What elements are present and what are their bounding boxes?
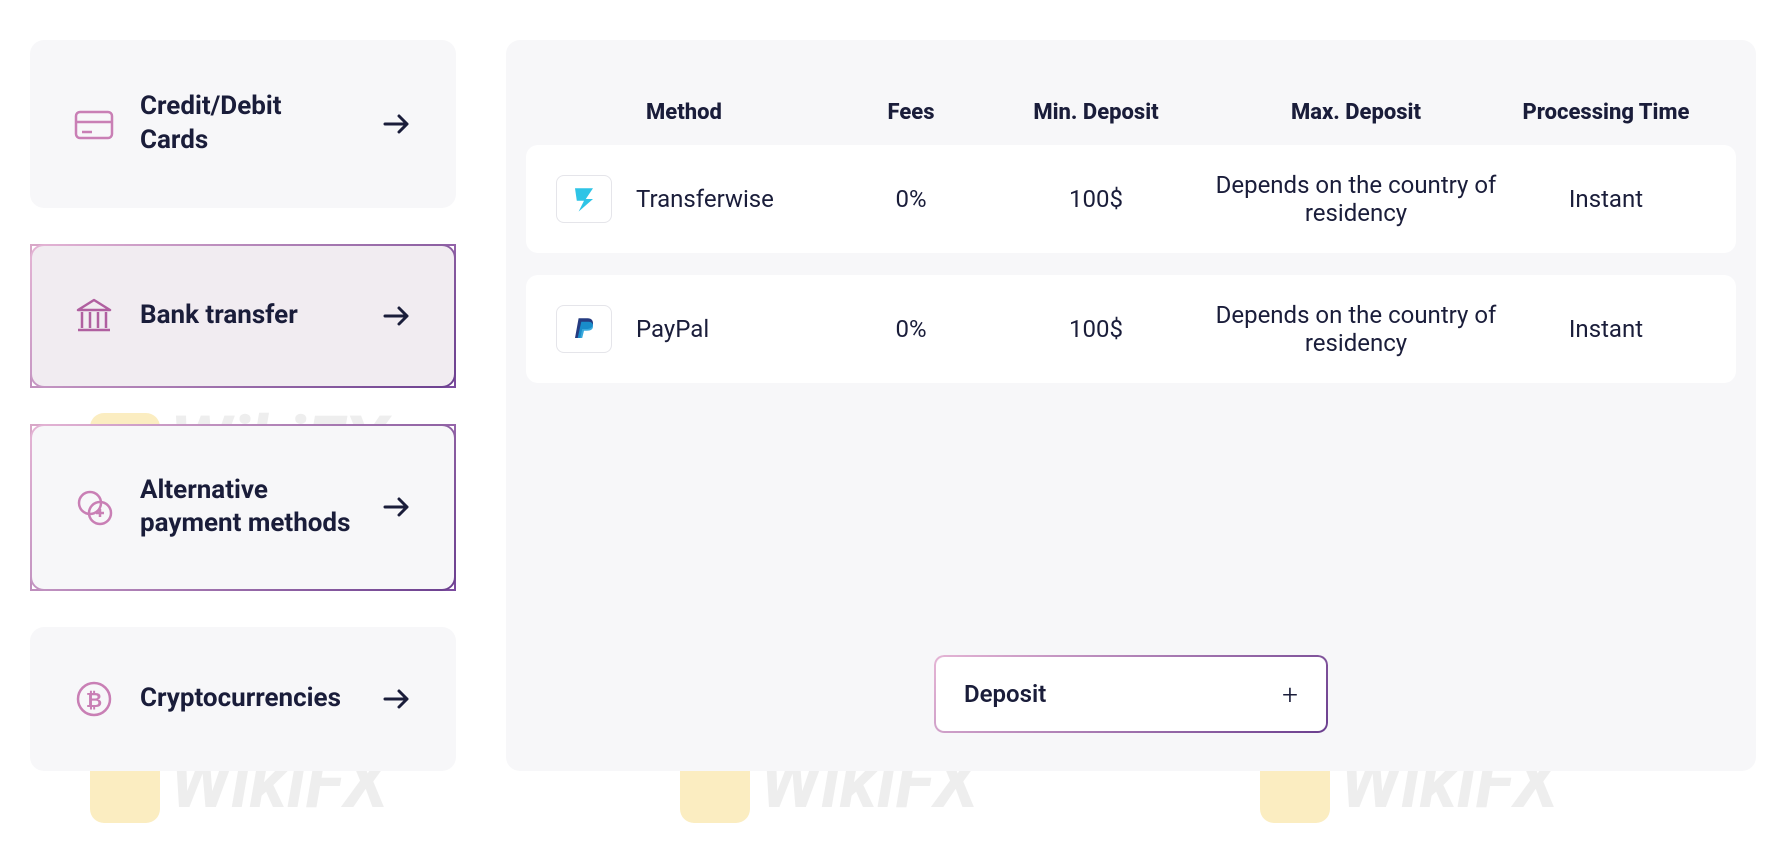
sidebar-item-label: Bank transfer [140,299,356,333]
coins-icon [72,485,116,529]
deposit-label: Deposit [964,680,1046,708]
cell-max-deposit: Depends on the country of residency [1206,301,1506,357]
method-name: Transferwise [636,185,774,213]
header-method: Method [556,100,836,125]
sidebar-item-credit-debit[interactable]: Credit/Debit Cards [30,40,456,208]
cell-max-deposit: Depends on the country of residency [1206,171,1506,227]
header-processing-time: Processing Time [1506,100,1706,125]
cell-fees: 0% [836,185,986,213]
paypal-icon [556,305,612,353]
deposit-button[interactable]: Deposit + [936,657,1326,731]
table-header: Method Fees Min. Deposit Max. Deposit Pr… [526,80,1736,145]
sidebar-item-bank-transfer[interactable]: Bank transfer [30,244,456,388]
sidebar-item-label: Cryptocurrencies [140,682,356,716]
payment-method-sidebar: Credit/Debit Cards Bank transfer Alterna… [30,40,456,771]
sidebar-item-crypto[interactable]: ₿ Cryptocurrencies [30,627,456,771]
arrow-right-icon [380,107,414,141]
method-name: PayPal [636,315,709,343]
cell-min-deposit: 100$ [986,185,1206,213]
header-min-deposit: Min. Deposit [986,100,1206,125]
cell-processing-time: Instant [1506,315,1706,343]
credit-card-icon [72,102,116,146]
cell-fees: 0% [836,315,986,343]
bank-icon [72,294,116,338]
plus-icon: + [1282,678,1298,711]
cell-min-deposit: 100$ [986,315,1206,343]
arrow-right-icon [380,299,414,333]
sidebar-item-alternative[interactable]: Alternative payment methods [30,424,456,592]
arrow-right-icon [380,682,414,716]
transferwise-icon [556,175,612,223]
table-row: PayPal 0% 100$ Depends on the country of… [526,275,1736,383]
payment-details-panel: Method Fees Min. Deposit Max. Deposit Pr… [506,40,1756,771]
svg-text:₿: ₿ [86,688,102,712]
arrow-right-icon [380,490,414,524]
header-fees: Fees [836,100,986,125]
sidebar-item-label: Credit/Debit Cards [140,90,356,158]
bitcoin-icon: ₿ [72,677,116,721]
table-row: Transferwise 0% 100$ Depends on the coun… [526,145,1736,253]
sidebar-item-label: Alternative payment methods [140,474,356,542]
header-max-deposit: Max. Deposit [1206,100,1506,125]
cell-processing-time: Instant [1506,185,1706,213]
